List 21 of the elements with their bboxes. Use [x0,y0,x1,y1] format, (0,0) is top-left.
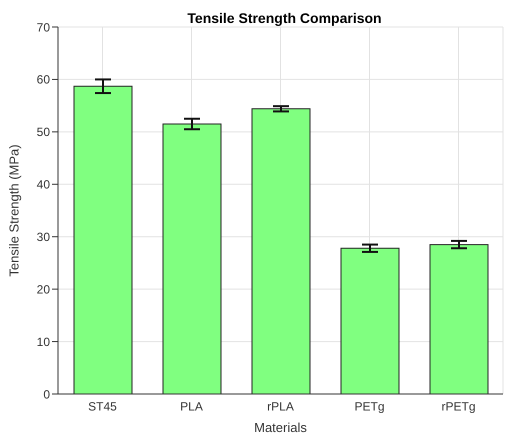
y-tick-label: 60 [36,72,50,87]
y-axis-title: Tensile Strength (MPa) [6,144,22,277]
x-tick-label: ST45 [88,400,118,414]
bar [430,244,488,394]
chart-title: Tensile Strength Comparison [186,10,383,26]
bar [74,86,132,394]
y-tick-label: 0 [43,387,50,402]
y-tick-label: 50 [36,125,50,140]
bar [252,108,310,394]
x-tick-label: PLA [180,400,203,414]
bar [162,123,222,394]
x-axis-title: Materials [254,420,308,435]
y-tick-label: 40 [36,178,50,192]
x-tick-label: rPLA [267,400,294,414]
bar [340,248,400,394]
x-tick-label: rPETg [441,400,476,414]
x-tick-label: PETg [354,400,385,414]
y-tick-label: 10 [36,334,50,349]
y-tick-label: 30 [36,230,50,244]
y-tick-label: 20 [36,282,50,296]
y-tick-label: 70 [36,20,50,34]
